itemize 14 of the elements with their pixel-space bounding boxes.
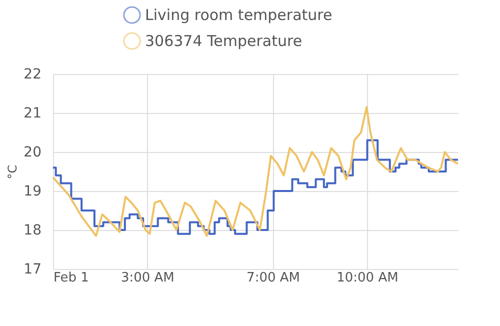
y-tick-label: 22 bbox=[24, 66, 42, 82]
x-tick-label: Feb 1 bbox=[54, 270, 89, 286]
y-tick-label: 19 bbox=[24, 184, 42, 200]
y-tick-label: 20 bbox=[24, 144, 42, 160]
legend-label: 306374 Temperature bbox=[145, 32, 302, 50]
legend-label: Living room temperature bbox=[145, 6, 332, 24]
line-series bbox=[52, 106, 459, 237]
x-tick-label: 3:00 AM bbox=[120, 270, 174, 286]
x-tick-label: 10:00 AM bbox=[336, 270, 398, 286]
y-tick-label: 17 bbox=[24, 262, 42, 278]
y-axis-title: °C bbox=[6, 164, 20, 180]
y-tick-label: 18 bbox=[24, 222, 42, 238]
x-tick-label: 7:00 AM bbox=[246, 270, 300, 286]
y-tick-label: 21 bbox=[24, 106, 42, 122]
